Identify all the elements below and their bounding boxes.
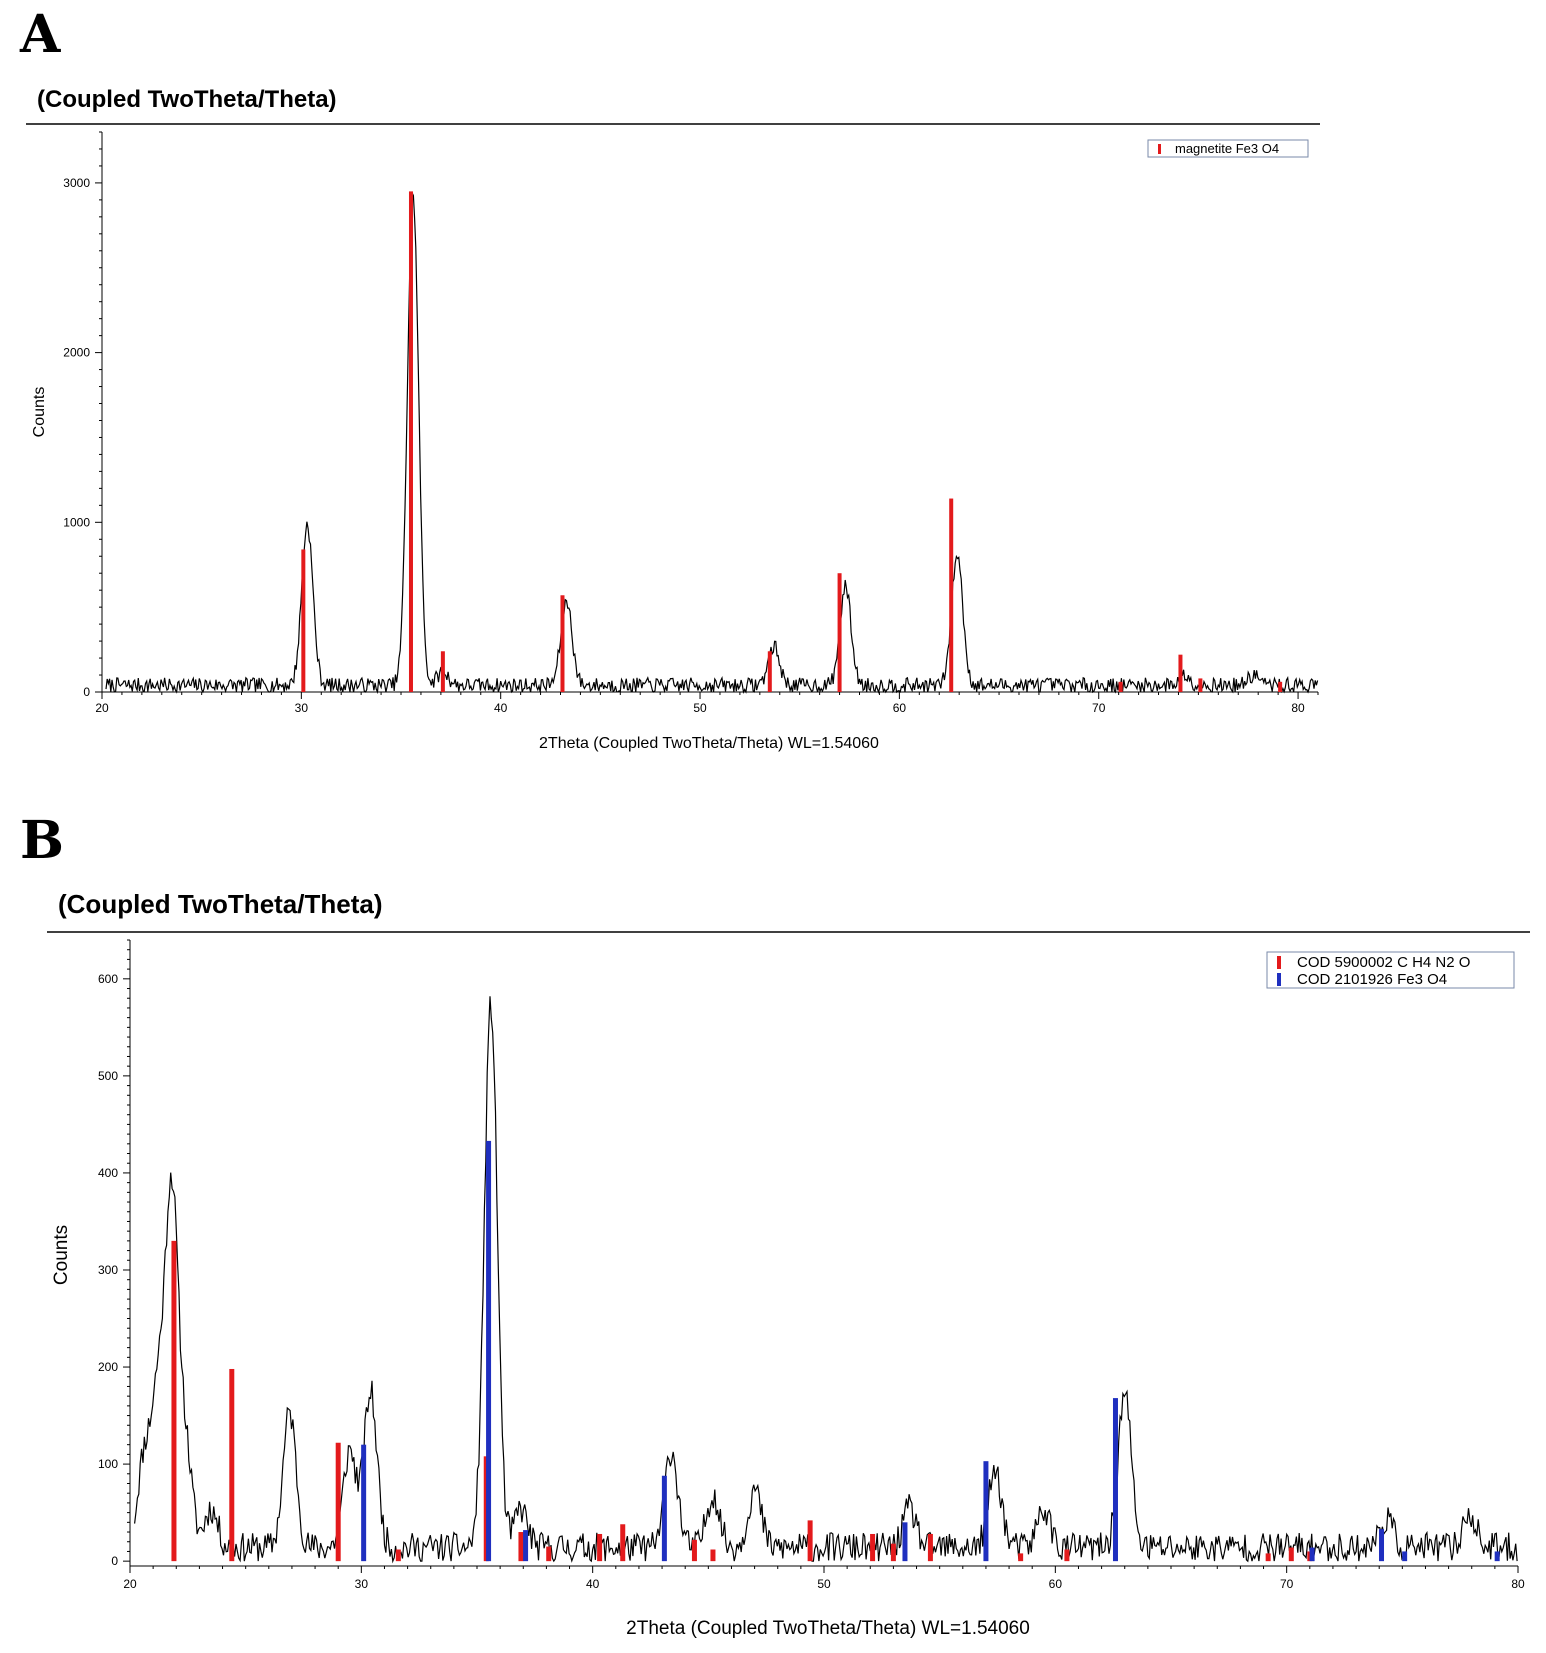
legend-label-b-0: COD 5900002 C H4 N2 O <box>1297 954 1470 971</box>
reference-stick-1 <box>1265 1553 1271 1562</box>
legend-b: COD 5900002 C H4 N2 O COD 2101926 Fe3 O4 <box>1266 951 1515 989</box>
reference-stick-1 <box>1118 681 1123 692</box>
reference-stick-1 <box>171 1240 177 1562</box>
plot-area-a: 0 1000 2000 3000 20 30 40 50 60 70 80 <box>63 131 1319 715</box>
measured-pattern-line <box>105 192 1319 695</box>
reference-stick-1 <box>335 1442 341 1562</box>
reference-stick-1 <box>807 1520 813 1562</box>
reference-stick-1 <box>1198 678 1203 692</box>
panel-b: B (Coupled TwoTheta/Theta) Counts 2Theta… <box>20 810 1530 1639</box>
x-tick-label: 60 <box>893 701 907 715</box>
measured-pattern-line <box>134 996 1518 1564</box>
reference-stick-1 <box>870 1533 876 1562</box>
plot-area-b: 0 100 200 300 400 500 600 20 30 40 50 60 70 80 <box>98 939 1525 1591</box>
reference-stick-1 <box>1018 1553 1024 1562</box>
x-tick-label: 70 <box>1092 701 1106 715</box>
reference-stick-1 <box>518 1532 524 1562</box>
reference-stick-2 <box>1112 1398 1118 1562</box>
x-tick-label: 30 <box>355 1577 369 1591</box>
x-tick-label: 80 <box>1291 701 1305 715</box>
reference-stick-1 <box>620 1524 626 1562</box>
reference-stick-1 <box>1278 681 1283 692</box>
reference-stick-2 <box>1402 1551 1408 1562</box>
reference-stick-2 <box>361 1444 367 1562</box>
x-tick-label: 80 <box>1511 1577 1525 1591</box>
y-tick-label: 0 <box>111 1554 118 1568</box>
reference-stick-1 <box>949 498 954 692</box>
reference-stick-1 <box>597 1533 603 1562</box>
x-tick-label: 70 <box>1280 1577 1294 1591</box>
x-tick-label: 50 <box>693 701 707 715</box>
legend-box-a <box>1147 139 1309 158</box>
x-tick-label: 30 <box>295 701 309 715</box>
x-tick-label: 40 <box>494 701 508 715</box>
chart-title-b: (Coupled TwoTheta/Theta) <box>58 889 383 919</box>
reference-stick-1 <box>229 1368 235 1562</box>
legend-swatch-b-0 <box>1277 956 1281 969</box>
reference-stick-1 <box>440 651 445 692</box>
legend-label-b-1: COD 2101926 Fe3 O4 <box>1297 971 1447 988</box>
reference-stick-2 <box>523 1530 529 1562</box>
legend-swatch-b-1 <box>1277 973 1281 986</box>
y-tick-label: 300 <box>98 1263 118 1277</box>
y-tick-label: 2000 <box>63 346 90 360</box>
y-tick-label: 3000 <box>63 176 90 190</box>
y-tick-label: 500 <box>98 1069 118 1083</box>
reference-stick-1 <box>710 1549 716 1562</box>
y-axis-label-b: Counts <box>51 1225 72 1285</box>
reference-stick-2 <box>983 1461 989 1562</box>
reference-stick-1 <box>890 1543 896 1562</box>
reference-stick-1 <box>767 651 772 692</box>
x-axis-label-b: 2Theta (Coupled TwoTheta/Theta) WL=1.540… <box>626 1618 1030 1639</box>
panel-a: A (Coupled TwoTheta/Theta) Counts 2Theta… <box>19 4 1320 752</box>
reference-stick-1 <box>546 1546 552 1562</box>
reference-stick-1 <box>301 549 306 692</box>
reference-stick-1 <box>927 1533 933 1562</box>
reference-stick-1 <box>560 595 565 692</box>
y-tick-label: 1000 <box>63 515 90 529</box>
y-tick-label: 100 <box>98 1457 118 1471</box>
legend-swatch-a-0 <box>1158 144 1161 154</box>
x-tick-label: 40 <box>586 1577 600 1591</box>
legend-box-b <box>1266 951 1515 989</box>
panel-letter-a: A <box>19 4 61 65</box>
x-axis-label-a: 2Theta (Coupled TwoTheta/Theta) WL=1.540… <box>539 735 879 752</box>
legend-a: magnetite Fe3 O4 <box>1147 139 1309 158</box>
reference-stick-1 <box>837 573 842 692</box>
legend-label-a-0: magnetite Fe3 O4 <box>1175 141 1279 156</box>
reference-stick-2 <box>486 1140 492 1562</box>
reference-stick-2 <box>1494 1551 1500 1562</box>
reference-stick-2 <box>661 1475 667 1562</box>
reference-stick-1 <box>691 1539 697 1562</box>
reference-stick-1 <box>1178 654 1183 692</box>
reference-stick-1 <box>1288 1547 1294 1562</box>
reference-stick-1 <box>395 1549 401 1562</box>
reference-stick-2 <box>1309 1547 1315 1562</box>
y-tick-label: 200 <box>98 1360 118 1374</box>
reference-stick-1 <box>1064 1549 1070 1562</box>
x-tick-label: 20 <box>123 1577 137 1591</box>
y-tick-label: 400 <box>98 1166 118 1180</box>
reference-stick-2 <box>902 1522 908 1562</box>
y-tick-label: 0 <box>83 685 90 699</box>
x-tick-label: 50 <box>817 1577 831 1591</box>
y-tick-label: 600 <box>98 972 118 986</box>
panel-letter-b: B <box>20 810 64 871</box>
chart-title-a: (Coupled TwoTheta/Theta) <box>37 86 337 113</box>
reference-stick-1 <box>408 191 413 693</box>
reference-stick-2 <box>1379 1529 1385 1562</box>
x-tick-label: 20 <box>95 701 109 715</box>
y-axis-label-a: Counts <box>31 387 48 438</box>
x-tick-label: 60 <box>1049 1577 1063 1591</box>
